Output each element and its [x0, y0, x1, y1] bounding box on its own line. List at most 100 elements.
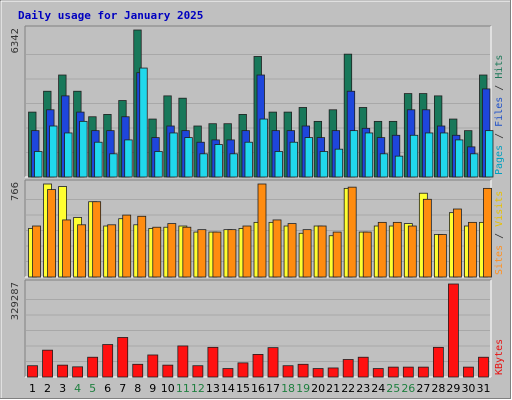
- bar-sites-day-22: [347, 186, 357, 278]
- x-tick-label: 2: [44, 382, 51, 395]
- legend-entry: Pages: [494, 145, 505, 175]
- bar-pages-day-30: [470, 153, 479, 178]
- bar-sites-day-19: [302, 229, 312, 278]
- bar-sites-day-14: [227, 229, 237, 278]
- x-tick-label: 22: [341, 382, 355, 395]
- bar-pages-day-26: [409, 134, 419, 178]
- bar-sites-day-5: [92, 201, 102, 278]
- bar-kbytes-day-28: [432, 346, 444, 378]
- bar-kbytes-day-29: [448, 283, 459, 378]
- x-tick-label: 6: [104, 382, 111, 395]
- bar-pages-day-9: [154, 151, 163, 178]
- bar-kbytes-day-11: [177, 345, 189, 378]
- bar-pages-day-17: [274, 151, 283, 178]
- x-tick-label: 31: [476, 382, 490, 395]
- chart-title: Daily usage for January 2025: [18, 9, 203, 22]
- bar-pages-day-22: [349, 130, 359, 178]
- bar-sites-day-6: [107, 224, 117, 278]
- x-tick-label: 9: [149, 382, 156, 395]
- bar-pages-day-15: [244, 141, 253, 178]
- bar-kbytes-day-22: [342, 359, 354, 378]
- x-tick-label: 4: [74, 382, 81, 395]
- bar-kbytes-day-25: [387, 366, 399, 378]
- bar-pages-day-6: [109, 153, 118, 178]
- bar-pages-day-21: [334, 148, 344, 178]
- x-tick-label: 28: [431, 382, 445, 395]
- bar-sites-day-31: [483, 187, 492, 278]
- bar-pages-day-31: [485, 130, 494, 178]
- bar-kbytes-day-21: [327, 367, 339, 378]
- bar-kbytes-day-15: [237, 362, 249, 378]
- bar-pages-day-10: [169, 132, 178, 178]
- x-tick-label: 30: [461, 382, 475, 395]
- x-tick-label: 18: [281, 382, 295, 395]
- bar-kbytes-day-23: [357, 356, 369, 378]
- legend-entry: Sites: [494, 245, 505, 275]
- x-tick-label: 25: [386, 382, 400, 395]
- bar-pages-day-8: [139, 67, 148, 178]
- bar-pages-day-27: [424, 132, 434, 178]
- bar-pages-day-28: [439, 132, 449, 178]
- bar-sites-day-7: [122, 214, 132, 278]
- bar-sites-day-29: [453, 208, 462, 278]
- bar-sites-day-25: [392, 221, 402, 278]
- x-tick-label: 3: [59, 382, 66, 395]
- bar-sites-day-17: [272, 219, 282, 278]
- x-axis: 1 2 3 4 5 6 7 8 9 10 11 12 13 14 15 16 17 18 19 20 21 22 23 24 2…: [29, 382, 490, 395]
- legend-entry: Visits: [494, 191, 505, 227]
- panel-2: 766 Sites / Visits: [10, 179, 505, 278]
- bar-kbytes-day-9: [147, 354, 159, 378]
- panel-2-legend: Sites / Visits: [494, 191, 505, 275]
- legend-entry: Hits: [494, 55, 505, 79]
- bar-sites-day-1: [32, 225, 41, 278]
- bar-pages-day-5: [94, 141, 103, 178]
- bar-kbytes-day-24: [372, 368, 384, 378]
- bar-sites-day-27: [422, 198, 432, 278]
- legend-entry: /: [494, 79, 505, 97]
- bar-kbytes-day-1: [27, 365, 38, 378]
- bar-kbytes-day-4: [72, 366, 84, 378]
- bar-sites-day-26: [407, 225, 417, 278]
- bar-pages-day-25: [394, 155, 404, 178]
- bar-pages-day-13: [214, 144, 223, 178]
- bar-kbytes-day-5: [87, 356, 99, 378]
- x-tick-label: 7: [119, 382, 126, 395]
- bar-sites-day-15: [242, 225, 252, 278]
- bar-kbytes-day-12: [192, 365, 204, 378]
- bar-pages-day-1: [34, 151, 43, 178]
- legend-entry: /: [494, 127, 505, 145]
- bar-sites-day-21: [332, 231, 342, 278]
- bar-kbytes-day-30: [463, 366, 474, 378]
- bar-pages-day-12: [199, 153, 208, 178]
- bar-sites-day-16: [257, 183, 267, 278]
- bar-kbytes-day-31: [478, 356, 489, 378]
- bar-sites-day-8: [137, 215, 147, 278]
- bar-sites-day-11: [182, 226, 192, 278]
- x-tick-label: 5: [89, 382, 96, 395]
- bar-pages-day-19: [304, 137, 313, 178]
- bar-kbytes-day-2: [42, 349, 53, 378]
- x-tick-label: 19: [296, 382, 310, 395]
- bar-kbytes-day-27: [417, 366, 429, 378]
- bar-sites-day-20: [317, 225, 327, 278]
- bar-sites-day-28: [437, 234, 447, 278]
- bar-pages-day-20: [319, 151, 329, 178]
- bar-sites-day-10: [167, 223, 177, 278]
- x-tick-label: 27: [416, 382, 430, 395]
- x-tick-label: 8: [134, 382, 141, 395]
- bar-sites-day-30: [468, 221, 477, 278]
- chart-panels: 6342 Pages / Files / Hits 766 Sites / Visit…: [10, 25, 505, 378]
- bar-kbytes-day-20: [312, 368, 324, 378]
- x-tick-label: 14: [221, 382, 235, 395]
- x-tick-label: 23: [356, 382, 370, 395]
- panel-1: 6342 Pages / Files / Hits: [10, 25, 505, 178]
- panel-3: 329287 KBytes: [10, 279, 505, 378]
- bar-pages-day-14: [229, 153, 238, 178]
- bar-sites-day-23: [362, 231, 372, 278]
- bar-sites-day-3: [62, 219, 71, 278]
- bar-sites-day-24: [377, 221, 387, 278]
- panel-2-ymax-label: 766: [10, 182, 21, 201]
- bar-pages-day-18: [289, 141, 298, 178]
- legend-entry: KBytes: [494, 339, 505, 375]
